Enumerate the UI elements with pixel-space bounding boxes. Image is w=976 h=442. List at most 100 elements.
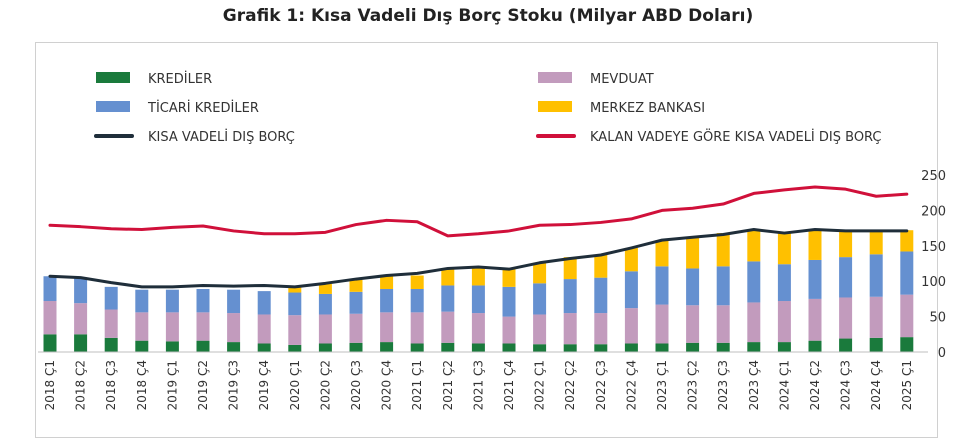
x-tick-label-12: 2021 Ç1 — [410, 360, 424, 410]
bar-s0-0 — [43, 334, 57, 352]
bar-s3-25 — [808, 230, 822, 260]
bar-s3-10 — [349, 279, 363, 292]
bar-s2-10 — [349, 291, 363, 314]
bar-s0-7 — [257, 343, 271, 352]
bar-s2-4 — [165, 289, 179, 313]
bar-s0-9 — [318, 343, 332, 352]
bar-s2-22 — [716, 266, 730, 306]
chart-title: Grafik 1: Kısa Vadeli Dış Borç Stoku (Mi… — [222, 6, 754, 26]
x-tick-label-21: 2023 Ç2 — [686, 360, 700, 410]
legend-label-3: MERKEZ BANKASI — [590, 101, 705, 116]
x-tick-label-4: 2019 Ç1 — [165, 360, 179, 410]
bar-s2-21 — [686, 268, 700, 306]
x-tick-label-28: 2025 Ç1 — [900, 360, 914, 410]
x-tick-label-16: 2022 Ç1 — [533, 360, 547, 410]
x-tick-label-5: 2019 Ç2 — [196, 360, 210, 410]
bar-s3-26 — [839, 230, 853, 258]
bar-s0-21 — [686, 342, 700, 352]
y-tick-label-0: 0 — [938, 346, 946, 361]
x-tick-label-22: 2023 Ç3 — [716, 360, 730, 410]
bar-s2-27 — [869, 254, 883, 297]
bar-s1-10 — [349, 313, 363, 343]
bar-s1-17 — [563, 313, 577, 345]
bar-s2-12 — [410, 288, 424, 313]
bar-s1-1 — [74, 303, 88, 335]
bar-s1-22 — [716, 305, 730, 343]
bar-s0-24 — [777, 342, 791, 352]
y-tick-label-5: 250 — [921, 169, 946, 184]
bar-s0-25 — [808, 340, 822, 352]
bar-s0-13 — [441, 342, 455, 352]
bar-s1-5 — [196, 312, 210, 341]
bar-s3-12 — [410, 275, 424, 289]
bar-s1-11 — [380, 312, 394, 343]
bar-s2-5 — [196, 288, 210, 313]
bar-s2-23 — [747, 261, 761, 303]
bar-s3-28 — [900, 230, 914, 252]
chart-border — [35, 42, 938, 438]
bar-s0-16 — [533, 344, 547, 352]
bar-s1-15 — [502, 316, 516, 344]
y-tick-label-1: 50 — [929, 311, 946, 326]
bar-s0-3 — [135, 340, 149, 352]
bar-s3-19 — [624, 247, 638, 272]
x-tick-label-11: 2020 Ç4 — [380, 360, 394, 410]
bar-s1-19 — [624, 308, 638, 344]
bar-s3-23 — [747, 229, 761, 262]
bar-s2-8 — [288, 292, 302, 316]
bar-s3-13 — [441, 269, 455, 286]
y-tick-label-3: 150 — [921, 240, 946, 255]
legend-label-0: KREDİLER — [148, 71, 212, 87]
bar-s3-24 — [777, 233, 791, 265]
x-tick-label-2: 2018 Ç3 — [104, 360, 118, 410]
x-tick-label-8: 2020 Ç1 — [288, 360, 302, 410]
legend-swatch-1 — [538, 72, 572, 83]
x-tick-label-9: 2020 Ç2 — [318, 360, 332, 410]
bar-s1-8 — [288, 315, 302, 345]
bar-s2-3 — [135, 289, 149, 313]
bar-s2-6 — [227, 289, 241, 314]
bar-s1-6 — [227, 313, 241, 343]
bar-s0-15 — [502, 343, 516, 352]
bar-s1-14 — [471, 313, 485, 344]
bar-s3-16 — [533, 262, 547, 284]
bar-s1-4 — [165, 312, 179, 342]
bar-s2-28 — [900, 251, 914, 295]
x-tick-label-15: 2021 Ç4 — [502, 360, 516, 410]
line-series-1 — [48, 185, 909, 238]
bar-s0-1 — [74, 334, 88, 352]
legend-label-5: KALAN VADEYE GÖRE KISA VADELİ DIŞ BORÇ — [590, 128, 882, 145]
bar-s1-25 — [808, 298, 822, 341]
x-tick-label-6: 2019 Ç3 — [227, 360, 241, 410]
bar-s2-18 — [594, 277, 608, 314]
legend-swatch-2 — [96, 101, 130, 112]
bar-s1-0 — [43, 301, 57, 335]
x-tick-label-17: 2022 Ç2 — [563, 360, 577, 410]
bar-s1-2 — [104, 309, 118, 338]
x-tick-label-18: 2022 Ç3 — [594, 360, 608, 410]
bar-s2-0 — [43, 276, 57, 302]
x-tick-label-23: 2023 Ç4 — [747, 360, 761, 410]
x-tick-label-20: 2023 Ç1 — [655, 360, 669, 410]
bar-s3-9 — [318, 284, 332, 294]
bar-s2-11 — [380, 288, 394, 313]
bar-s0-28 — [900, 337, 914, 352]
y-tick-label-4: 200 — [921, 204, 946, 219]
bar-s2-24 — [777, 264, 791, 302]
x-tick-label-3: 2018 Ç4 — [135, 360, 149, 410]
bar-s1-21 — [686, 305, 700, 343]
bar-s0-6 — [227, 342, 241, 352]
bar-s3-14 — [471, 267, 485, 286]
bar-s1-18 — [594, 313, 608, 345]
bar-s3-22 — [716, 233, 730, 267]
bar-s3-21 — [686, 236, 700, 269]
bar-s0-27 — [869, 337, 883, 352]
bar-s0-4 — [165, 341, 179, 352]
bar-s2-7 — [257, 291, 271, 315]
bar-s1-28 — [900, 294, 914, 338]
bar-s3-27 — [869, 230, 883, 255]
x-tick-label-26: 2024 Ç3 — [839, 360, 853, 410]
x-tick-label-0: 2018 Ç1 — [43, 360, 57, 410]
bar-s2-17 — [563, 279, 577, 314]
